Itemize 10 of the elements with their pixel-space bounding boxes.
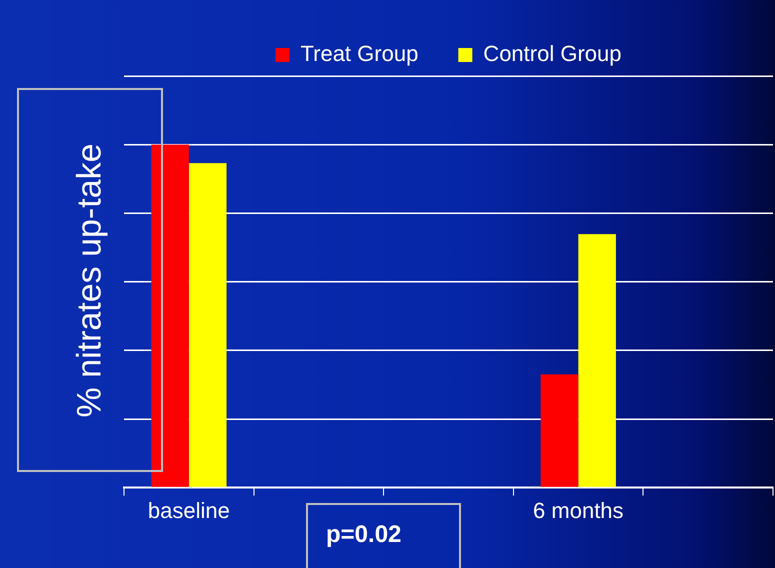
bar xyxy=(540,374,578,487)
bar xyxy=(188,163,227,487)
x-tick-label: baseline xyxy=(148,498,230,523)
y-axis-title: % nitrates up-take xyxy=(70,142,110,418)
bar xyxy=(151,144,189,487)
bar xyxy=(578,234,616,487)
legend-label: Treat Group xyxy=(300,41,418,66)
legend-label: Control Group xyxy=(483,41,622,66)
text: p=0.02 xyxy=(306,503,461,568)
x-tick-label: 6 months xyxy=(533,498,624,523)
